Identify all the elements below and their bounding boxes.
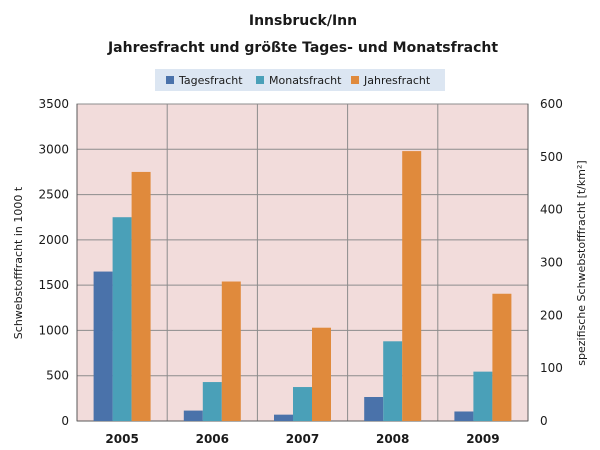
y2-tick-label: 400 xyxy=(540,203,563,217)
bar-tagesfracht-2007 xyxy=(274,414,293,421)
y2-tick-label: 300 xyxy=(540,256,563,270)
y2-axis-title: spezifische Schwebstofffracht [t/km²] xyxy=(575,160,588,365)
bar-tagesfracht-2006 xyxy=(183,410,203,421)
bar-tagesfracht-2008 xyxy=(364,396,384,421)
legend-label-monatsfracht: Monatsfracht xyxy=(269,74,342,87)
legend-label-jahresfracht: Jahresfracht xyxy=(363,74,431,87)
chart-title: Innsbruck/Inn xyxy=(249,13,357,29)
bar-monatsfracht-2008 xyxy=(383,341,403,421)
bar-jahresfracht-2008 xyxy=(402,151,422,421)
legend-box xyxy=(155,69,445,91)
legend: Tagesfracht Monatsfracht Jahresfracht xyxy=(155,69,445,91)
bar-jahresfracht-2007 xyxy=(312,327,331,421)
plot-background xyxy=(77,104,528,421)
y2-tick-label: 600 xyxy=(540,97,563,111)
y-tick-label: 2000 xyxy=(38,233,69,247)
x-tick-label: 2009 xyxy=(466,432,499,446)
bar-tagesfracht-2009 xyxy=(454,411,474,421)
y2-tick-label: 200 xyxy=(540,308,563,322)
legend-swatch-jahresfracht xyxy=(351,76,359,84)
x-tick-label: 2008 xyxy=(376,432,409,446)
bar-jahresfracht-2006 xyxy=(221,281,241,421)
y-tick-label: 1000 xyxy=(38,323,69,337)
y-tick-label: 3500 xyxy=(38,97,69,111)
x-tick-label: 2005 xyxy=(105,432,138,446)
y-tick-label: 1500 xyxy=(38,278,69,292)
chart-subtitle: Jahresfracht und größte Tages- und Monat… xyxy=(107,40,498,56)
bar-monatsfracht-2006 xyxy=(202,382,222,421)
y-tick-label: 2500 xyxy=(38,188,69,202)
bar-tagesfracht-2005 xyxy=(93,271,113,421)
x-tick-label: 2006 xyxy=(196,432,229,446)
legend-swatch-tagesfracht xyxy=(166,76,174,84)
y2-tick-label: 100 xyxy=(540,361,563,375)
y-tick-label: 500 xyxy=(46,369,69,383)
bar-monatsfracht-2005 xyxy=(112,217,132,421)
bar-monatsfracht-2007 xyxy=(293,387,312,421)
bar-jahresfracht-2009 xyxy=(492,293,512,421)
bar-jahresfracht-2005 xyxy=(131,171,151,421)
plot-area: 2005 2006 2007 2008 200905001000150020002500… xyxy=(38,97,562,446)
y-axis-title: Schwebstofffracht in 1000 t xyxy=(12,186,25,339)
bar-monatsfracht-2009 xyxy=(473,371,493,421)
y-tick-label: 3000 xyxy=(38,142,69,156)
x-tick-label: 2007 xyxy=(286,432,319,446)
legend-swatch-monatsfracht xyxy=(256,76,264,84)
y-tick-label: 0 xyxy=(61,414,69,428)
y2-tick-label: 0 xyxy=(540,414,548,428)
y2-tick-label: 500 xyxy=(540,150,563,164)
legend-label-tagesfracht: Tagesfracht xyxy=(178,74,243,87)
